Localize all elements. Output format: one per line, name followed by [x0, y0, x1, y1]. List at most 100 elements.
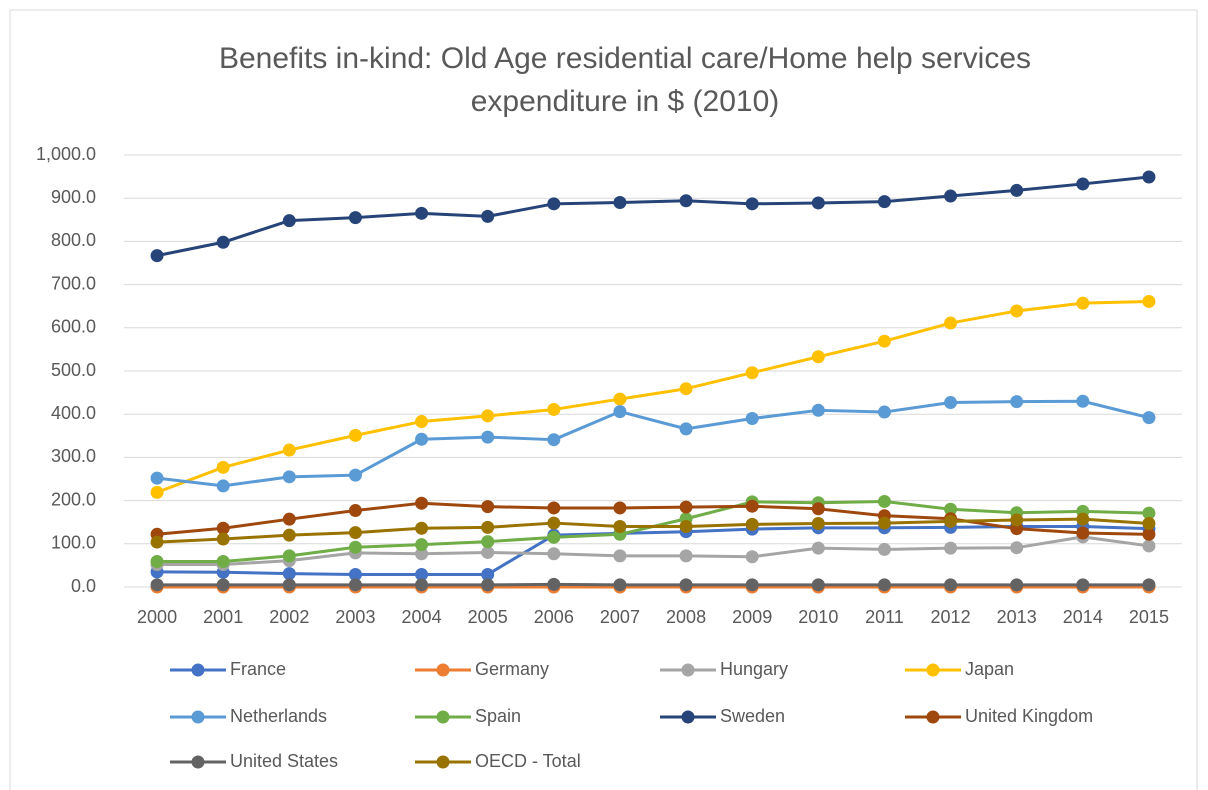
data-point — [1010, 183, 1024, 197]
y-tick-label: 900.0 — [51, 187, 96, 207]
data-point — [282, 443, 296, 457]
data-point — [877, 334, 891, 348]
legend-label: Netherlands — [230, 706, 327, 726]
data-point — [944, 514, 958, 528]
data-point — [481, 500, 495, 514]
data-point — [1010, 395, 1024, 409]
data-point — [216, 532, 230, 546]
data-point — [282, 578, 296, 592]
data-point — [481, 535, 495, 549]
data-point — [481, 430, 495, 444]
data-point — [282, 470, 296, 484]
data-point — [679, 194, 693, 208]
legend-label: OECD - Total — [475, 751, 581, 771]
series-line — [156, 501, 1149, 536]
data-point — [415, 547, 429, 561]
data-point — [745, 499, 759, 513]
data-point — [547, 547, 561, 561]
data-point — [1076, 296, 1090, 310]
legend-marker — [681, 663, 695, 677]
data-point — [811, 350, 825, 364]
data-point — [679, 578, 693, 592]
data-point — [348, 428, 362, 442]
x-tick-label: 2000 — [137, 607, 177, 627]
legend-label: Japan — [965, 659, 1014, 679]
data-point — [613, 405, 627, 419]
y-tick-label: 700.0 — [51, 273, 96, 293]
data-point — [216, 555, 230, 569]
x-tick-label: 2001 — [203, 607, 243, 627]
x-tick-label: 2005 — [468, 607, 508, 627]
data-point — [348, 468, 362, 482]
legend-label: United States — [230, 751, 338, 771]
data-point — [547, 433, 561, 447]
data-point — [282, 549, 296, 563]
data-point — [1142, 170, 1156, 184]
data-point — [547, 501, 561, 515]
data-point — [216, 235, 230, 249]
x-tick-label: 2013 — [997, 607, 1037, 627]
data-point — [1076, 177, 1090, 191]
data-point — [415, 538, 429, 552]
x-tick-label: 2010 — [798, 607, 838, 627]
data-point — [216, 479, 230, 493]
legend-marker — [191, 755, 205, 769]
data-point — [216, 521, 230, 535]
legend-marker — [191, 710, 205, 724]
data-point — [216, 578, 230, 592]
data-point — [944, 316, 958, 330]
data-point — [481, 567, 495, 581]
data-point — [1142, 578, 1156, 592]
y-tick-label: 400.0 — [51, 403, 96, 423]
series-line — [156, 175, 1150, 258]
data-point — [150, 555, 164, 569]
data-point — [481, 578, 495, 592]
x-tick-label: 2007 — [600, 607, 640, 627]
data-point — [282, 512, 296, 526]
data-point — [877, 516, 891, 530]
x-tick-label: 2015 — [1129, 607, 1169, 627]
data-point — [547, 530, 561, 544]
x-tick-label: 2002 — [269, 607, 309, 627]
data-point — [216, 460, 230, 474]
data-point — [811, 516, 825, 530]
data-point — [348, 540, 362, 554]
data-point — [1010, 541, 1024, 555]
data-point — [679, 422, 693, 436]
series-line — [156, 517, 1150, 544]
legend-label: Sweden — [720, 706, 785, 726]
data-point — [547, 402, 561, 416]
data-point — [1076, 394, 1090, 408]
data-point — [348, 526, 362, 540]
legend-marker — [926, 710, 940, 724]
data-point — [877, 405, 891, 419]
data-point — [150, 535, 164, 549]
legend-marker — [436, 755, 450, 769]
data-point — [877, 542, 891, 556]
data-point — [415, 206, 429, 220]
data-point — [1142, 294, 1156, 308]
data-point — [481, 409, 495, 423]
legend-label: France — [230, 659, 286, 679]
data-point — [944, 541, 958, 555]
data-point — [150, 471, 164, 485]
data-point — [547, 516, 561, 530]
data-point — [415, 521, 429, 535]
data-point — [1142, 506, 1156, 520]
data-point — [1142, 527, 1156, 541]
data-point — [415, 567, 429, 581]
x-tick-label: 2011 — [865, 607, 904, 627]
x-tick-label: 2003 — [335, 607, 375, 627]
data-point — [877, 195, 891, 209]
legend-marker — [436, 663, 450, 677]
data-point — [944, 189, 958, 203]
data-point — [150, 249, 164, 263]
legend-marker — [681, 710, 695, 724]
data-point — [613, 196, 627, 210]
data-point — [944, 502, 958, 516]
data-point — [547, 197, 561, 211]
y-tick-label: 600.0 — [51, 317, 96, 337]
data-point — [1142, 516, 1156, 530]
